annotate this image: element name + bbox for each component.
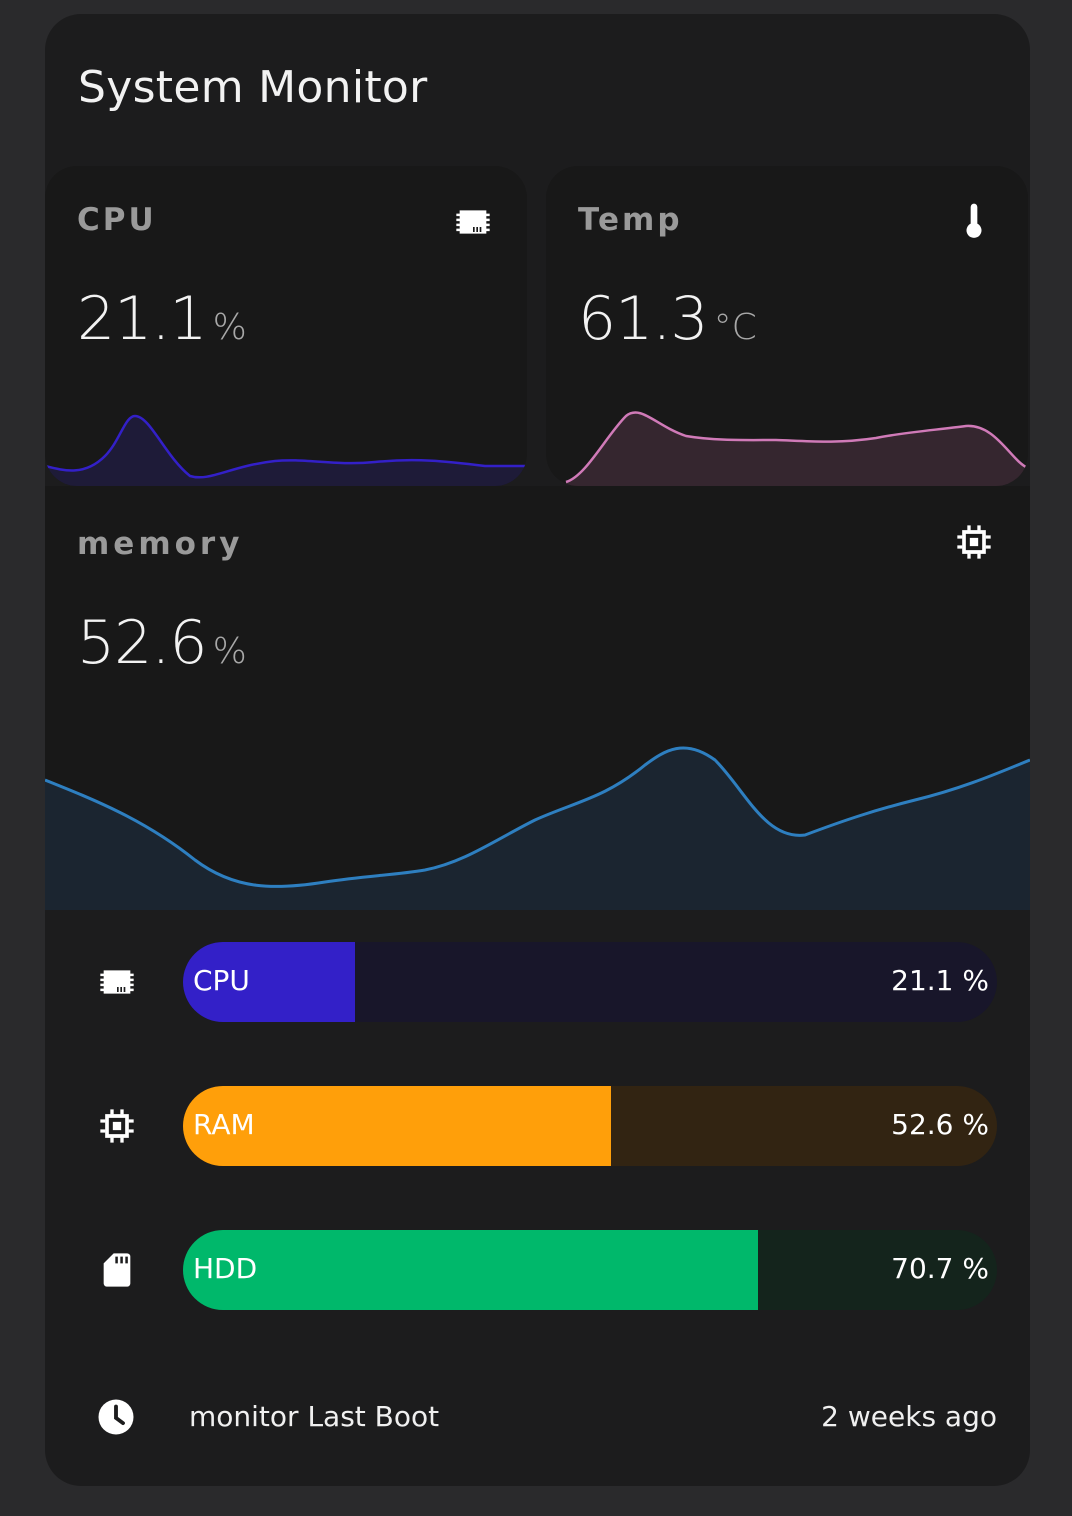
hdd-bar-track: HDD 70.7 % [183,1230,997,1310]
cpu-bar-label: CPU [193,964,250,997]
system-monitor-card: System Monitor CPU 21.1% Temp 61.3 °C mem… [45,14,1030,1486]
chip-icon [100,970,134,994]
memory-sensor-card[interactable]: memory 52.6% [45,486,1030,910]
ram-bar-label: RAM [193,1108,255,1141]
temp-sensor-card[interactable]: Temp 61.3 °C [546,166,1028,486]
memory-chip-icon [100,1109,134,1143]
chip-icon [456,210,490,234]
hdd-bar-label: HDD [193,1252,258,1285]
ram-bar-fill [183,1086,612,1166]
cpu-bar-value: 21.1 % [891,964,989,997]
cpu-label: CPU [77,202,157,238]
temp-label: Temp [578,202,683,238]
memory-chip-icon [957,525,991,559]
ram-bar-row[interactable]: RAM 52.6 % [45,1086,1030,1166]
cpu-bar-track: CPU 21.1 % [183,942,997,1022]
last-boot-label: monitor Last Boot [189,1400,440,1433]
clock-icon [98,1399,134,1435]
ram-bar-value: 52.6 % [891,1108,989,1141]
ram-bar-track: RAM 52.6 % [183,1086,997,1166]
memory-label: memory [77,526,244,562]
memory-history-graph [45,746,1030,910]
last-boot-value: 2 weeks ago [821,1400,997,1433]
last-boot-row[interactable]: monitor Last Boot 2 weeks ago [45,1386,1030,1446]
cpu-history-graph [45,414,527,486]
hdd-bar-fill [183,1230,759,1310]
cpu-value: 21.1% [77,284,247,354]
cpu-bar-row[interactable]: CPU 21.1 % [45,942,1030,1022]
temp-value: 61.3 °C [578,284,757,354]
sd-card-icon [103,1253,131,1287]
cpu-sensor-card[interactable]: CPU 21.1% [45,166,527,486]
memory-value: 52.6% [77,608,247,678]
hdd-bar-value: 70.7 % [891,1252,989,1285]
hdd-bar-row[interactable]: HDD 70.7 % [45,1230,1030,1310]
cpu-bar-fill [183,942,355,1022]
card-title: System Monitor [78,62,428,113]
temp-history-graph [565,411,1028,486]
thermometer-icon [966,203,982,238]
